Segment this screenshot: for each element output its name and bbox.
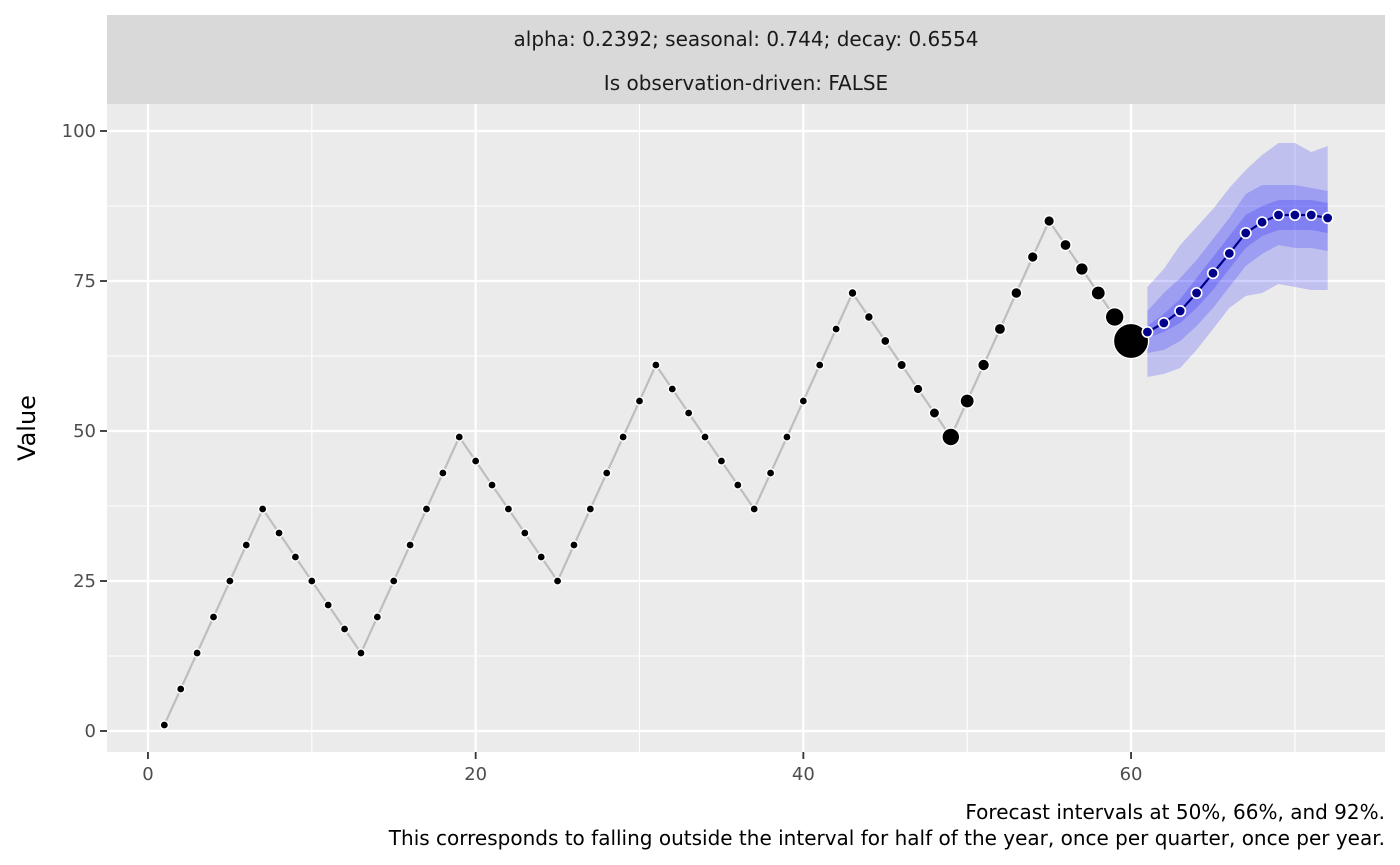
history-point [339,624,350,634]
history-point [159,720,170,730]
history-point [863,311,874,323]
x-tick-label: 60 [1120,764,1143,785]
forecast-interval-66 [1147,185,1328,353]
history-point [1059,238,1072,252]
history-point [1074,261,1089,277]
history-point [765,468,776,478]
y-tick-label: 75 [73,271,96,292]
history-point [880,335,891,347]
history-point [1112,322,1150,360]
history-point [1026,250,1039,263]
axes: 0 20 40 60 0 25 50 75 100 [62,121,1143,785]
strip-title-line2: Is observation-driven: FALSE [604,71,888,95]
history-point [959,393,975,409]
y-axis-title: Value [13,395,41,461]
history-point [405,540,415,550]
forecast-interval-92 [1147,143,1328,377]
forecast-point [1239,227,1252,240]
history-point [274,528,284,538]
caption-line2: This corresponds to falling outside the … [388,826,1385,850]
history-point [454,432,465,442]
history-point [782,432,792,442]
history-point [208,612,219,622]
y-tick-label: 50 [73,421,96,442]
caption-line1: Forecast intervals at 50%, 66%, and 92%. [965,800,1385,824]
history-point [569,540,579,550]
history-point [1104,306,1125,328]
forecast-point [1157,316,1170,329]
history-point [667,384,678,394]
history-point [536,552,546,562]
history-point [993,322,1007,336]
history-point [928,407,941,419]
history-point [241,540,252,550]
forecast-point [1141,325,1154,338]
y-tick-label: 25 [73,571,96,592]
x-tick-label: 40 [792,764,815,785]
history-point [323,600,333,610]
history-point [372,612,383,622]
history-point [896,359,908,371]
forecast-point [1223,247,1236,260]
history-point [1010,286,1023,300]
history-point [601,468,612,478]
strip-background [107,15,1385,104]
history-point [503,504,514,514]
history-point [438,468,448,478]
forecast-point [1305,209,1318,222]
history-point [487,480,497,490]
history-point [618,432,628,442]
history-point [290,552,301,562]
history-point [356,648,366,658]
history-point [634,396,645,406]
forecast-point [1288,209,1301,222]
history-point [912,383,924,395]
y-tick-label: 100 [62,121,96,142]
forecast-interval-50 [1147,200,1328,338]
history-point [651,360,661,370]
history-point [552,576,563,586]
plot-panel [107,104,1385,752]
history-point [700,432,710,442]
history-point [225,576,235,586]
y-tick-label: 0 [85,721,96,742]
history-point [814,360,825,370]
grid-lines [107,104,1385,752]
history-point [941,427,961,447]
history-point [683,408,694,418]
history-point [175,684,186,694]
history-point [976,358,991,372]
history-point [716,456,727,466]
forecast-point [1206,267,1219,280]
forecast-point [1256,216,1269,229]
history-point [847,287,858,299]
series-points [159,209,1334,730]
history-point [585,504,596,514]
forecast-point [1190,286,1203,299]
history-point [520,528,530,538]
forecast-intervals [1147,143,1328,377]
forecast-point [1272,209,1285,222]
history-point [388,576,399,586]
history-point [831,324,841,334]
history-point [257,504,268,514]
history-point [1043,214,1056,227]
history-point [733,480,743,490]
history-point [307,576,317,586]
history-point [192,648,202,658]
x-tick-label: 0 [142,764,153,785]
forecast-point [1321,212,1334,225]
x-tick-label: 20 [464,764,487,785]
history-point [1090,285,1107,301]
history-point [749,504,759,514]
history-point [421,504,432,514]
forecast-point [1174,304,1187,317]
history-point [470,456,481,466]
strip-title-line1: alpha: 0.2392; seasonal: 0.744; decay: 0… [514,27,979,51]
history-point [798,396,809,406]
